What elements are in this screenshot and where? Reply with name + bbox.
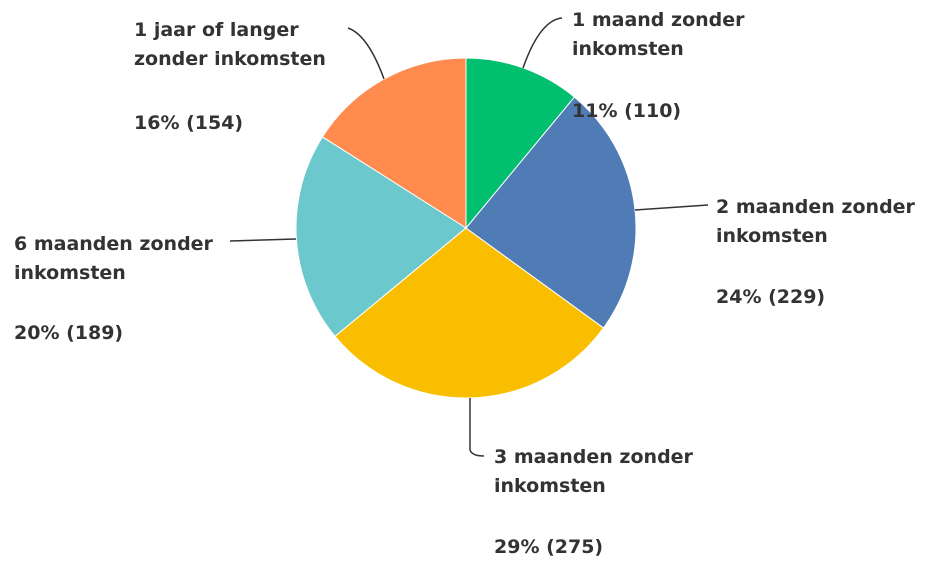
leader-line xyxy=(522,17,563,69)
pie-slice xyxy=(295,136,467,338)
leader-line xyxy=(229,238,297,242)
leader-line xyxy=(634,204,709,211)
slice-label: 1 jaar of langer zonder inkomsten xyxy=(134,19,326,70)
leader-lines xyxy=(229,17,709,457)
value-label: 29% (275) xyxy=(494,536,604,558)
value-label: 16% (154) xyxy=(134,112,244,134)
slice-label: 2 maanden zonder inkomsten xyxy=(716,196,915,247)
slice-label: 6 maanden zonder inkomsten xyxy=(14,233,213,284)
value-label: 20% (189) xyxy=(14,322,124,344)
slice-label: 1 maand zonder inkomsten xyxy=(572,9,745,60)
pie-slice xyxy=(465,96,637,329)
pie-slice xyxy=(334,227,605,399)
value-label: 24% (229) xyxy=(716,286,826,308)
leader-line xyxy=(469,398,485,457)
leader-line xyxy=(347,27,385,80)
pie-slice xyxy=(321,57,467,229)
value-label: 11% (110) xyxy=(572,100,682,122)
slice-label: 3 maanden zonder inkomsten xyxy=(494,446,693,497)
